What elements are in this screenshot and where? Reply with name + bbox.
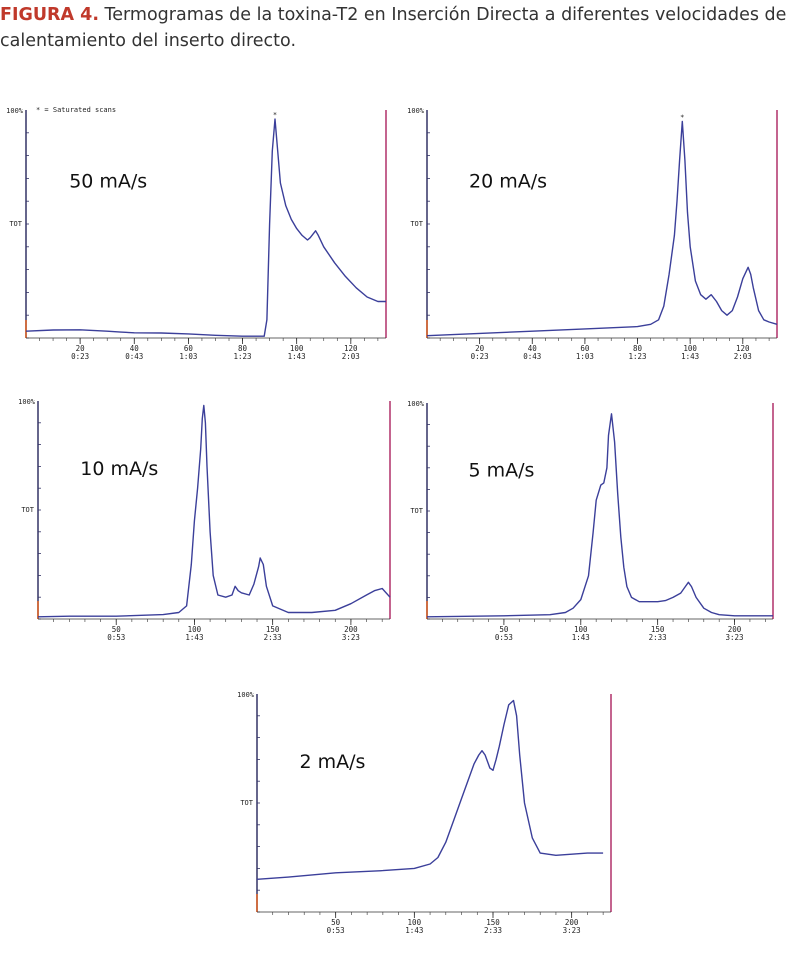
heating-rate-label: 10 mA/s — [80, 458, 158, 480]
heating-rate-label: 5 mA/s — [469, 459, 535, 481]
thermogram-trace — [25, 118, 386, 337]
thermogram-trace — [37, 404, 391, 618]
x-tick-label: 200 — [344, 625, 358, 634]
y-top-label: 100% — [18, 398, 36, 406]
y-top-label: 100% — [237, 691, 255, 699]
x-time-label: 2:33 — [264, 633, 282, 642]
thermogram-trace — [256, 699, 604, 880]
y-mid-label: TOT — [410, 507, 423, 515]
x-time-label: 0:53 — [327, 926, 345, 935]
heating-rate-label: 20 mA/s — [469, 171, 547, 193]
x-time-label: 2:33 — [649, 633, 667, 642]
x-tick-label: 150 — [651, 625, 665, 634]
x-time-label: 0:43 — [523, 352, 541, 361]
x-tick-label: 60 — [580, 344, 590, 353]
x-time-label: 0:53 — [495, 633, 513, 642]
y-mid-label: TOT — [9, 220, 22, 228]
x-tick-label: 200 — [728, 625, 742, 634]
x-tick-label: 120 — [736, 344, 750, 353]
x-tick-label: 20 — [475, 344, 485, 353]
saturated-peak-marker: * — [273, 111, 277, 119]
y-mid-label: TOT — [410, 220, 423, 228]
x-time-label: 1:03 — [576, 352, 594, 361]
x-time-label: 2:33 — [484, 926, 502, 935]
y-top-label: 100% — [407, 400, 425, 408]
y-top-label: 100% — [6, 107, 24, 115]
heating-rate-label: 2 mA/s — [299, 751, 365, 773]
thermogram-trace — [426, 413, 773, 618]
x-time-label: 1:23 — [234, 352, 252, 361]
x-tick-label: 40 — [130, 344, 140, 353]
figure-caption-text: Termogramas de la toxina-T2 en Inserción… — [0, 5, 787, 51]
x-tick-label: 120 — [344, 344, 358, 353]
x-tick-label: 60 — [184, 344, 194, 353]
x-tick-label: 100 — [574, 625, 588, 634]
x-time-label: 1:03 — [179, 352, 197, 361]
x-time-label: 2:03 — [734, 352, 752, 361]
x-time-label: 0:23 — [71, 352, 89, 361]
x-tick-label: 150 — [266, 625, 280, 634]
x-time-label: 1:43 — [288, 352, 306, 361]
y-top-label: 100% — [407, 107, 425, 115]
saturated-scans-note: * = Saturated scans — [36, 106, 116, 114]
figure-caption: FIGURA 4. Termogramas de la toxina-T2 en… — [0, 2, 800, 54]
x-tick-label: 100 — [188, 625, 202, 634]
x-tick-label: 100 — [683, 344, 697, 353]
y-mid-label: TOT — [21, 506, 34, 514]
x-tick-label: 200 — [565, 918, 579, 927]
x-tick-label: 150 — [486, 918, 500, 927]
saturated-peak-marker: * — [680, 113, 684, 121]
x-tick-label: 80 — [238, 344, 248, 353]
x-time-label: 2:03 — [342, 352, 360, 361]
x-time-label: 1:43 — [185, 633, 203, 642]
x-time-label: 1:43 — [572, 633, 590, 642]
x-tick-label: 50 — [112, 625, 122, 634]
x-time-label: 1:43 — [681, 352, 699, 361]
x-time-label: 0:43 — [125, 352, 143, 361]
x-time-label: 1:43 — [405, 926, 423, 935]
x-time-label: 0:23 — [471, 352, 489, 361]
figure-caption-label: FIGURA 4. — [0, 5, 99, 25]
x-tick-label: 100 — [408, 918, 422, 927]
x-time-label: 3:23 — [563, 926, 581, 935]
y-mid-label: TOT — [240, 799, 253, 807]
x-time-label: 0:53 — [107, 633, 125, 642]
x-tick-label: 50 — [331, 918, 341, 927]
x-time-label: 1:23 — [628, 352, 646, 361]
x-time-label: 3:23 — [342, 633, 360, 642]
x-tick-label: 50 — [499, 625, 509, 634]
x-tick-label: 100 — [290, 344, 304, 353]
x-time-label: 3:23 — [726, 633, 744, 642]
heating-rate-label: 50 mA/s — [69, 171, 147, 193]
x-tick-label: 40 — [528, 344, 538, 353]
x-tick-label: 80 — [633, 344, 643, 353]
thermogram-trace — [426, 120, 778, 337]
x-tick-label: 20 — [76, 344, 86, 353]
